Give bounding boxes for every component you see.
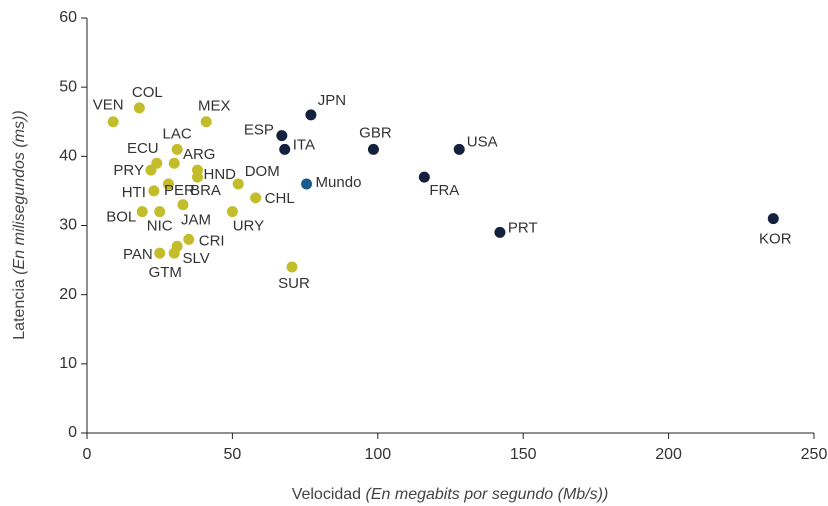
point-label: PER [164,182,195,199]
point [154,206,166,218]
point-label: GTM [149,264,182,281]
point [145,164,157,176]
point [183,233,195,245]
point-label: USA [467,133,498,150]
point [250,192,262,204]
y-tick-label: 50 [59,78,77,95]
point-label: ITA [293,136,315,153]
point [154,247,166,259]
point-label: ESP [244,122,274,139]
x-axis-label: Velocidad (En megabits por segundo (Mb/s… [292,486,609,503]
point [192,171,204,183]
x-label-main: Velocidad [292,486,361,503]
point-label: URY [233,218,264,235]
x-tick-label: 0 [83,446,92,463]
point [168,247,180,259]
point-label: CRI [199,232,225,249]
point [226,206,238,218]
y-axis-label: Latencia (En milisegundos (ms)) [11,110,28,339]
point-label: COL [132,84,163,101]
point-label: PRT [508,219,538,236]
point [177,199,189,211]
x-tick-label: 250 [801,446,828,463]
point-label: JPN [318,92,346,109]
point-label: ECU [127,140,159,157]
point-label: ARG [183,146,216,163]
point-label: BRA [190,182,221,199]
point-label: JAM [181,212,211,229]
y-tick-label: 20 [59,286,77,303]
x-label-italic: (En megabits por segundo (Mb/s)) [366,486,609,503]
point [148,185,160,197]
point-label: BOL [106,209,136,226]
point-label: PRY [113,162,144,179]
x-tick-label: 100 [364,446,391,463]
y-tick-label: 0 [68,424,77,441]
point-label: CHL [265,190,295,207]
point-label: LAC [163,125,192,142]
point-label: PAN [123,246,153,263]
point [171,143,183,155]
point [286,261,298,273]
point-label: SUR [278,275,310,292]
point-label: SLV [183,250,210,267]
point-label: VEN [93,97,124,114]
point [107,116,119,128]
point-label: HND [204,166,237,183]
point-label: NIC [147,218,173,235]
point [418,171,430,183]
point [767,213,779,225]
point-label: MEX [198,98,231,115]
point-label: Mundo [316,174,362,191]
point [133,102,145,114]
x-tick-label: 50 [224,446,242,463]
y-tick-label: 60 [59,9,77,26]
point [168,157,180,169]
y-tick-label: 40 [59,148,77,165]
point [200,116,212,128]
y-tick-label: 10 [59,355,77,372]
point [162,178,174,190]
point-label: DOM [245,163,280,180]
point [453,143,465,155]
point [305,109,317,121]
x-tick-label: 200 [655,446,682,463]
point [494,226,506,238]
point-label: KOR [759,231,792,248]
point [232,178,244,190]
y-label-main: Latencia [11,279,28,340]
point [276,130,288,142]
point-label: HTI [122,184,146,201]
point [367,143,379,155]
point-label: GBR [359,124,392,141]
y-tick-label: 30 [59,217,77,234]
y-label-italic: (En milisegundos (ms)) [11,110,28,274]
point [279,143,291,155]
point [136,206,148,218]
x-tick-label: 150 [510,446,537,463]
point [301,178,313,190]
point-label: FRA [429,182,459,199]
